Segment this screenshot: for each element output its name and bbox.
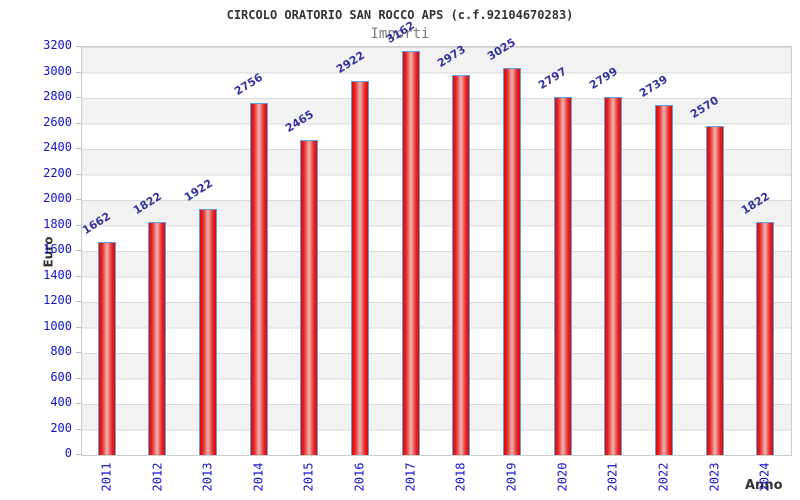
y-tick-mark: [76, 46, 81, 47]
y-tick-mark: [76, 403, 81, 404]
x-category-label-2011: 2011: [86, 456, 126, 498]
y-tick-mark: [76, 250, 81, 251]
bar-2017: [401, 50, 420, 455]
x-category-label-2020: 2020: [542, 456, 582, 498]
y-tick-mark: [76, 275, 81, 277]
bar-2021: [604, 97, 623, 455]
y-tick-label-1000: 1000: [43, 318, 72, 333]
x-category-label-2021: 2021: [593, 456, 633, 498]
y-tick-label-1800: 1800: [43, 216, 72, 231]
bar-2011: [97, 242, 116, 455]
y-tick-label-3200: 3200: [43, 38, 72, 52]
x-category-text: 2012: [149, 462, 164, 492]
x-category-label-2019: 2019: [491, 456, 531, 498]
bar-2014: [249, 102, 268, 455]
bar-2016: [351, 81, 370, 455]
x-category-label-2023: 2023: [694, 456, 734, 498]
x-category-label-2012: 2012: [137, 456, 177, 498]
value-label-2016: 2922: [333, 49, 367, 77]
chart-subtitle: Importi: [370, 26, 430, 42]
value-label-2020: 2797: [536, 65, 570, 93]
x-category-label-2015: 2015: [289, 456, 329, 498]
y-tick-mark: [76, 224, 81, 226]
value-label-2011: 1662: [80, 209, 114, 238]
x-category-text: 2022: [656, 462, 671, 492]
y-tick-label-400: 400: [50, 395, 72, 409]
bar-2013: [199, 208, 218, 455]
x-category-label-2016: 2016: [340, 456, 380, 498]
y-tick-mark: [76, 428, 81, 430]
x-category-label-2018: 2018: [441, 456, 481, 498]
y-tick-mark: [76, 122, 81, 124]
value-label-2024: 1822: [738, 189, 772, 217]
bar-2024: [756, 221, 775, 455]
y-tick-mark: [76, 71, 81, 73]
x-category-label-2014: 2014: [238, 456, 278, 498]
bar-2015: [300, 139, 319, 455]
y-tick-label-200: 200: [50, 420, 72, 435]
x-category-text: 2020: [555, 462, 570, 492]
plot-area: 1662 1822 1922 2756 2465 2922 3162 2973 3025 2797…: [80, 19, 792, 456]
x-category-text: 2011: [99, 462, 114, 492]
y-tick-mark: [76, 173, 81, 175]
x-category-text: 2023: [707, 462, 722, 492]
y-tick-label-2400: 2400: [43, 140, 72, 154]
y-tick-label-1400: 1400: [43, 267, 72, 282]
y-tick-label-600: 600: [50, 369, 72, 384]
y-tick-mark: [76, 326, 81, 328]
y-tick-label-800: 800: [50, 344, 72, 358]
y-tick-label-2600: 2600: [43, 114, 72, 129]
y-tick-label-3000: 3000: [43, 63, 72, 78]
bar-2022: [654, 104, 673, 455]
value-label-2022: 2739: [637, 72, 671, 100]
y-tick-label-2200: 2200: [43, 165, 72, 180]
y-tick-label-0: 0: [64, 446, 72, 460]
x-category-text: 2015: [301, 462, 316, 492]
value-label-2012: 1822: [131, 189, 164, 217]
value-label-2014: 2756: [232, 70, 266, 98]
x-category-text: 2019: [504, 462, 519, 492]
y-tick-mark: [76, 454, 81, 455]
value-label-2018: 2973: [434, 42, 468, 70]
x-axis-label: Anno: [745, 478, 783, 493]
y-tick-label-2800: 2800: [43, 89, 72, 103]
y-tick-label-1200: 1200: [43, 293, 72, 307]
x-category-label-2017: 2017: [390, 456, 430, 498]
x-category-text: 2013: [200, 462, 215, 492]
x-category-text: 2016: [352, 462, 367, 492]
y-tick-mark: [76, 97, 81, 98]
bar-2019: [502, 68, 521, 455]
x-category-text: 2017: [403, 462, 418, 492]
x-category-label-2013: 2013: [188, 456, 228, 498]
y-tick-mark: [76, 377, 81, 379]
y-tick-mark: [76, 352, 81, 353]
x-category-label-2024: 2024: [745, 456, 785, 498]
value-label-2013: 1922: [181, 176, 215, 204]
bar-2018: [452, 74, 471, 455]
bar-2023: [705, 126, 724, 455]
value-label-2021: 2799: [586, 64, 620, 93]
y-tick-mark: [76, 301, 81, 302]
x-category-label-2022: 2022: [643, 456, 683, 498]
x-category-text: 2018: [453, 462, 468, 492]
value-label-2015: 2465: [283, 107, 316, 135]
bar-2020: [553, 97, 572, 455]
bar-2012: [148, 221, 167, 455]
x-category-text: 2024: [757, 462, 772, 492]
y-tick-label-1600: 1600: [43, 242, 72, 256]
x-category-text: 2014: [251, 462, 266, 492]
x-category-text: 2021: [605, 462, 620, 492]
chart-title: CIRCOLO ORATORIO SAN ROCCO APS (c.f.9210…: [226, 8, 574, 22]
y-tick-label-2000: 2000: [43, 191, 72, 205]
y-tick-mark: [76, 199, 81, 200]
value-label-2023: 2570: [688, 94, 722, 122]
y-tick-mark: [76, 148, 81, 149]
